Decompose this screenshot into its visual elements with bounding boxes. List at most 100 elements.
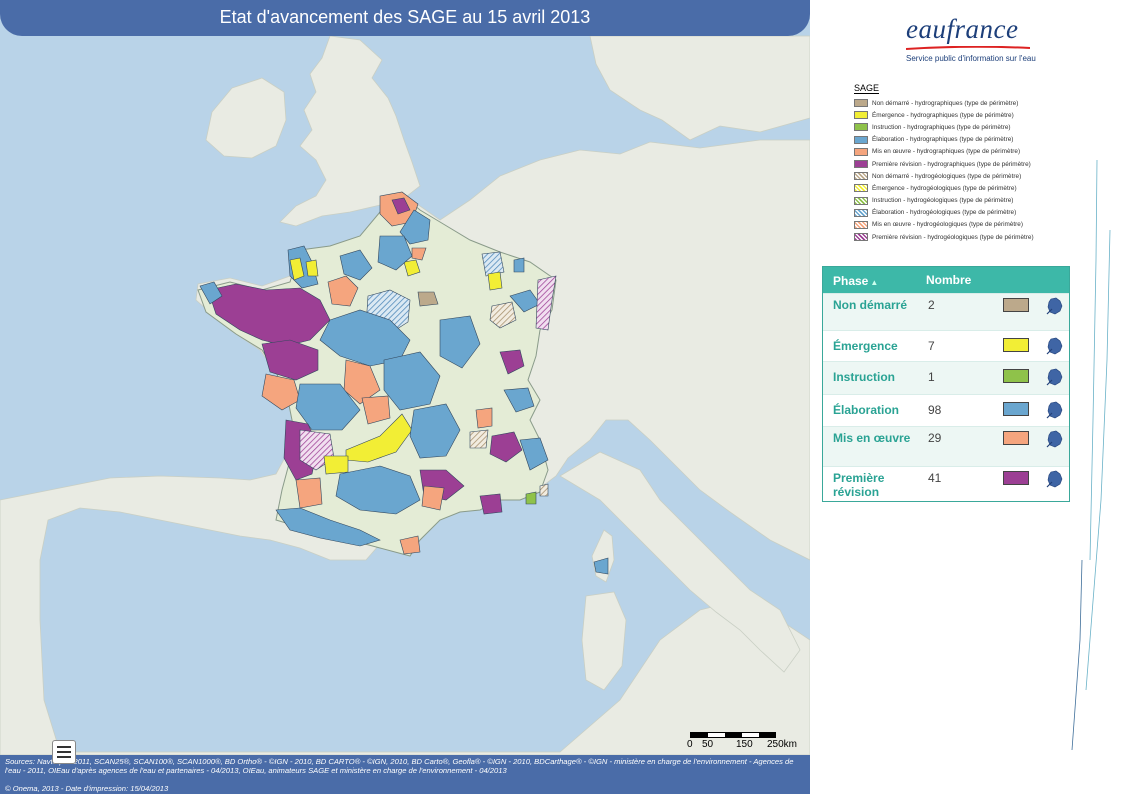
logo-swoosh-icon (906, 46, 1030, 50)
sage-burgundy-blue (439, 315, 481, 369)
legend-item: Élaboration - hydrogéologiques (type de … (854, 207, 1074, 219)
sort-asc-icon[interactable]: ▲ (870, 278, 879, 287)
sage-pays-loire-purple (261, 339, 319, 381)
legend-swatch (854, 135, 868, 144)
sage-provence-hatch (539, 483, 549, 497)
legend-label: Mis en œuvre - hydrogéologiques (type de… (872, 221, 1023, 229)
sage-brittany (207, 283, 331, 347)
great-britain-land (279, 35, 421, 227)
sage-cotentin-yellow2 (305, 259, 319, 277)
legend-label: Émergence - hydrogéologiques (type de pé… (872, 184, 1017, 192)
legend-swatch (854, 220, 868, 229)
phase-name[interactable]: Émergence (833, 339, 898, 353)
sage-normandy-blue (339, 249, 373, 281)
legend-item: Élaboration - hydrographiques (type de p… (854, 134, 1074, 146)
menu-icon[interactable] (52, 740, 76, 764)
legend-item: Première révision - hydrogéologiques (ty… (854, 231, 1074, 243)
phase-name[interactable]: Mis en œuvre (833, 431, 911, 445)
france-zoom-icon[interactable] (1045, 470, 1065, 488)
sage-auvergne-blue (409, 403, 461, 459)
legend-swatch (854, 160, 868, 169)
sage-alpes-blue (519, 437, 549, 471)
sage-limousin-orange (361, 395, 391, 425)
legend-label: Émergence - hydrographiques (type de pér… (872, 111, 1014, 119)
scale-bar: 0 50 150 250km (684, 726, 804, 752)
france-zoom-icon[interactable] (1045, 368, 1065, 386)
sage-paris-brown (417, 291, 439, 307)
phase-row[interactable]: Émergence 7 (823, 330, 1069, 361)
phase-row[interactable]: Instruction 1 (823, 361, 1069, 394)
legend-swatch (854, 111, 868, 120)
phase-header-cell[interactable]: Phase ▲ (833, 274, 879, 288)
france-zoom-icon[interactable] (1045, 430, 1065, 448)
sage-lorraine-yellow (487, 271, 503, 291)
sage-nord-purple (391, 197, 411, 215)
legend-label: Instruction - hydrographiques (type de p… (872, 123, 1011, 131)
france-zoom-icon[interactable] (1045, 297, 1065, 315)
sage-seine-blue (377, 235, 413, 271)
sage-centre-blue (383, 351, 441, 411)
scandinavia-land (589, 35, 810, 141)
phase-row[interactable]: Élaboration 98 (823, 394, 1069, 426)
phase-color-swatch (1003, 338, 1029, 352)
legend: SAGE Non démarré - hydrographiques (type… (854, 78, 1074, 243)
phase-count: 7 (928, 339, 935, 353)
sage-burgundy-purple (499, 349, 525, 375)
count-header-cell[interactable]: Nombre (926, 273, 972, 287)
legend-swatch (854, 147, 868, 156)
france-zoom-icon[interactable] (1045, 337, 1065, 355)
legend-swatch (854, 184, 868, 193)
eaufrance-logo[interactable]: eaufrance Service public d'information s… (906, 14, 1036, 66)
legend-item: Mis en œuvre - hydrographiques (type de … (854, 146, 1074, 158)
logo-tagline: Service public d'information sur l'eau (906, 54, 1036, 63)
legend-item: Première révision - hydrographiques (typ… (854, 158, 1074, 170)
legend-label: Première révision - hydrographiques (typ… (872, 160, 1031, 168)
map-canvas[interactable] (0, 0, 810, 794)
sage-vendee-orange (261, 373, 301, 411)
phase-table: Phase ▲ Nombre Non démarré 2 Émergence 7 Inst… (822, 266, 1070, 502)
legend-label: Non démarré - hydrogéologiques (type de … (872, 172, 1022, 180)
phase-row[interactable]: Non démarré 2 (823, 293, 1069, 330)
legend-label: Élaboration - hydrogéologiques (type de … (872, 209, 1017, 217)
phase-name[interactable]: Non démarré (833, 298, 908, 312)
sage-rhone-orange (475, 407, 493, 429)
map-panel[interactable]: Etat d'avancement des SAGE au 15 avril 2… (0, 0, 810, 794)
legend-label: Instruction - hydrogéologiques (type de … (872, 197, 1014, 205)
legend-title: SAGE (854, 83, 880, 94)
sage-jura-blue (503, 387, 535, 413)
sage-cotentin-yellow (289, 257, 305, 281)
sardinia-land (581, 591, 627, 691)
phase-color-swatch (1003, 369, 1029, 383)
map-title: Etat d'avancement des SAGE au 15 avril 2… (0, 0, 810, 36)
ireland-land (205, 77, 287, 159)
sage-normandy-orange (327, 275, 359, 307)
phase-row[interactable]: Première révision 41 (823, 466, 1069, 501)
legend-item: Mis en œuvre - hydrogéologiques (type de… (854, 219, 1074, 231)
phase-count: 1 (928, 370, 935, 384)
sage-pyrenees-blue (275, 507, 381, 547)
logo-wordmark: eaufrance (906, 14, 1019, 44)
phase-name[interactable]: Instruction (833, 370, 895, 384)
sage-landes-orange (295, 477, 323, 509)
sage-centre-orange (343, 359, 381, 405)
sage-roussillon-orange (399, 535, 421, 555)
legend-label: Élaboration - hydrographiques (type de p… (872, 136, 1014, 144)
phase-name[interactable]: Élaboration (833, 403, 900, 417)
scale-label-0: 0 (687, 739, 693, 750)
legend-item: Instruction - hydrographiques (type de p… (854, 121, 1074, 133)
sage-rhone-hatch (469, 429, 489, 449)
footer-credit: © Onema, 2013 - Date d'impression: 15/04… (5, 784, 169, 793)
sage-garonne-blue (335, 465, 421, 515)
sage-perimeters[interactable] (199, 191, 609, 575)
sage-brittany-west (199, 281, 223, 305)
legend-swatch (854, 99, 868, 108)
france-zoom-icon[interactable] (1045, 401, 1065, 419)
sage-corsica-blue (593, 557, 609, 575)
legend-swatch (854, 233, 868, 242)
scale-label-150: 150 (736, 739, 753, 750)
phase-name[interactable]: Première révision (833, 471, 885, 499)
legend-item: Non démarré - hydrographiques (type de p… (854, 97, 1074, 109)
sage-gironde-yellow (323, 455, 349, 475)
phase-color-swatch (1003, 402, 1029, 416)
phase-row[interactable]: Mis en œuvre 29 (823, 426, 1069, 466)
